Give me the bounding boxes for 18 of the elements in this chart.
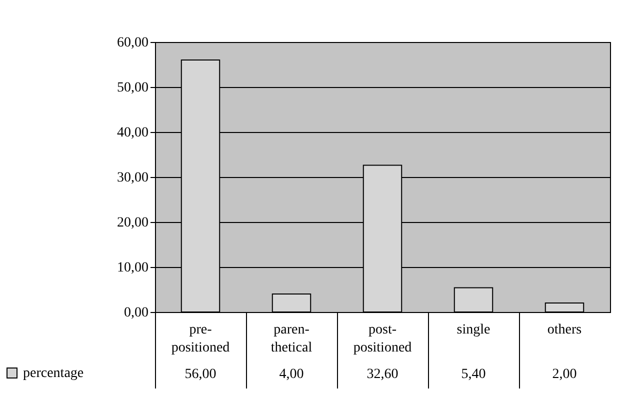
- y-tick-label: 40,00: [117, 126, 148, 140]
- y-tick-label: 20,00: [117, 216, 148, 230]
- y-tick-label: 60,00: [117, 36, 148, 50]
- y-tick-label: 50,00: [117, 80, 148, 96]
- x-tick-label: others: [547, 322, 582, 338]
- text: 32,60: [366, 367, 398, 382]
- y-tick-label: 10,00: [117, 260, 148, 276]
- y-tick-label: 0,00: [124, 306, 148, 320]
- y-tick-label: 30,00: [117, 170, 148, 186]
- text: 4,00: [279, 367, 304, 382]
- text: 56,00: [184, 367, 216, 382]
- text: 5,40: [461, 367, 486, 382]
- x-tick-label: paren-thetical: [270, 322, 312, 356]
- legend-label: percentage: [23, 366, 84, 381]
- text: 2,00: [552, 367, 577, 382]
- x-tick-label: single: [456, 322, 490, 338]
- x-tick-label: pre-positioned: [171, 322, 230, 356]
- x-tick-label: post-positioned: [353, 322, 412, 356]
